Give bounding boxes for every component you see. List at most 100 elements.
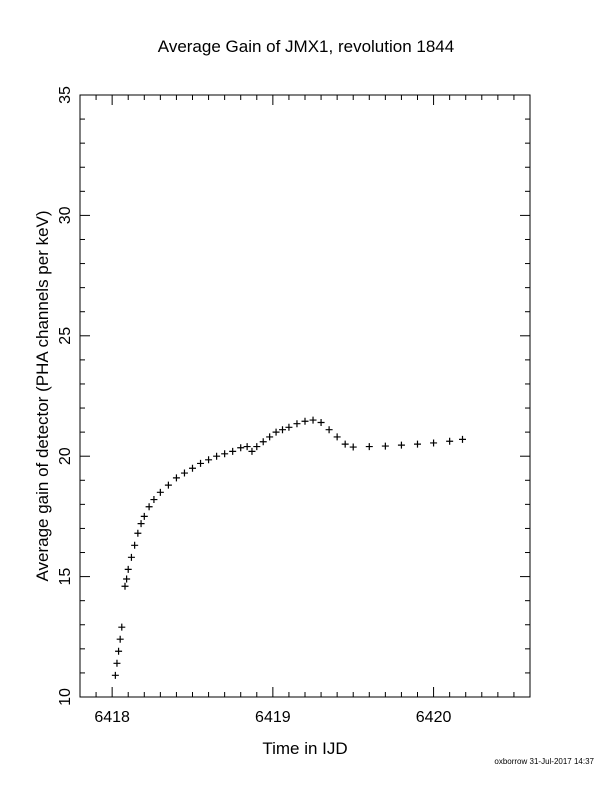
plus-marker: [116, 635, 124, 643]
data-point: [150, 496, 158, 504]
data-point: [213, 452, 221, 460]
data-point: [221, 450, 229, 458]
data-point: [309, 416, 317, 424]
x-axis-label: Time in IJD: [262, 739, 347, 758]
data-point: [189, 464, 196, 472]
data-point: [118, 623, 126, 631]
data-point: [333, 433, 341, 441]
data-point: [145, 503, 153, 511]
data-point: [124, 565, 132, 573]
plus-marker: [113, 659, 121, 667]
plus-marker: [266, 433, 274, 441]
plus-marker: [221, 450, 229, 458]
y-tick-label: 20: [57, 447, 74, 465]
data-point: [446, 437, 454, 445]
plus-marker: [156, 488, 164, 496]
y-tick-label: 35: [57, 86, 74, 104]
plus-marker: [213, 452, 221, 460]
chart-title: Average Gain of JMX1, revolution 1844: [158, 37, 454, 56]
data-point: [430, 439, 438, 447]
plus-marker: [317, 418, 325, 426]
plus-marker: [121, 582, 129, 590]
data-point: [113, 659, 121, 667]
plus-marker: [414, 440, 421, 448]
plus-marker: [285, 423, 293, 431]
data-point: [272, 428, 280, 436]
data-point: [111, 671, 119, 679]
plus-marker: [301, 417, 309, 425]
data-point: [172, 474, 180, 482]
plus-marker: [180, 469, 188, 477]
y-tick-label: 15: [57, 568, 74, 586]
plus-marker: [279, 426, 286, 434]
plus-marker: [131, 541, 139, 549]
data-point: [248, 447, 256, 455]
data-point: [229, 447, 237, 455]
plus-marker: [140, 512, 148, 520]
axis-ticks: 6418 6419 6420 10 15 20 25 30 35: [57, 86, 531, 726]
data-point: [180, 469, 188, 477]
data-point: [253, 443, 261, 451]
plus-marker: [111, 671, 119, 679]
plus-marker: [124, 565, 132, 573]
plus-marker: [123, 575, 131, 583]
plus-marker: [253, 443, 261, 451]
data-point: [317, 418, 325, 426]
data-point: [116, 635, 124, 643]
data-point: [259, 438, 267, 446]
data-point: [349, 443, 357, 451]
plus-marker: [349, 443, 357, 451]
plus-marker: [229, 447, 237, 455]
data-point: [266, 433, 274, 441]
plus-marker: [248, 447, 256, 455]
data-point: [381, 442, 389, 450]
plus-marker: [197, 459, 205, 467]
plus-marker: [293, 420, 301, 428]
plus-marker: [237, 444, 245, 452]
data-point: [121, 582, 129, 590]
data-point: [123, 575, 131, 583]
x-tick-label: 6418: [94, 709, 130, 726]
data-points: [111, 416, 466, 679]
plot-frame: [79, 94, 531, 698]
y-axis-label: Average gain of detector (PHA channels p…: [33, 210, 52, 581]
data-point: [365, 443, 373, 451]
plus-marker: [150, 496, 158, 504]
data-point: [137, 520, 145, 528]
plus-marker: [333, 433, 341, 441]
data-point: [156, 488, 164, 496]
data-point: [243, 443, 251, 451]
plus-marker: [446, 437, 454, 445]
plus-marker: [397, 441, 405, 449]
plus-marker: [459, 435, 466, 443]
plus-marker: [145, 503, 153, 511]
plus-marker: [172, 474, 180, 482]
plus-marker: [243, 443, 251, 451]
x-tick-label: 6419: [255, 709, 291, 726]
y-tick-label: 25: [57, 327, 74, 345]
data-point: [115, 647, 123, 655]
plus-marker: [365, 443, 373, 451]
data-point: [293, 420, 301, 428]
plus-marker: [205, 456, 213, 464]
footer-credit: oxborrow 31-Jul-2017 14:37: [494, 757, 594, 766]
plus-marker: [430, 439, 438, 447]
plus-marker: [134, 529, 142, 537]
data-point: [285, 423, 293, 431]
plus-marker: [381, 442, 389, 450]
data-point: [134, 529, 142, 537]
data-point: [205, 456, 213, 464]
plus-marker: [115, 647, 123, 655]
data-point: [131, 541, 139, 549]
data-point: [164, 481, 172, 489]
plus-marker: [341, 440, 349, 448]
plus-marker: [137, 520, 145, 528]
data-point: [397, 441, 405, 449]
plus-marker: [127, 553, 135, 561]
data-point: [237, 444, 245, 452]
plus-marker: [164, 481, 172, 489]
data-point: [459, 435, 466, 443]
plus-marker: [189, 464, 196, 472]
data-point: [127, 553, 135, 561]
